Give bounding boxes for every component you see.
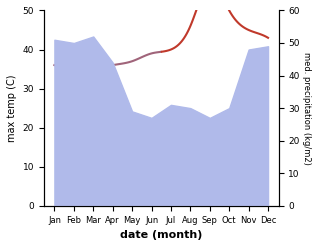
- Y-axis label: med. precipitation (kg/m2): med. precipitation (kg/m2): [302, 52, 311, 165]
- Y-axis label: max temp (C): max temp (C): [7, 74, 17, 142]
- X-axis label: date (month): date (month): [120, 230, 203, 240]
